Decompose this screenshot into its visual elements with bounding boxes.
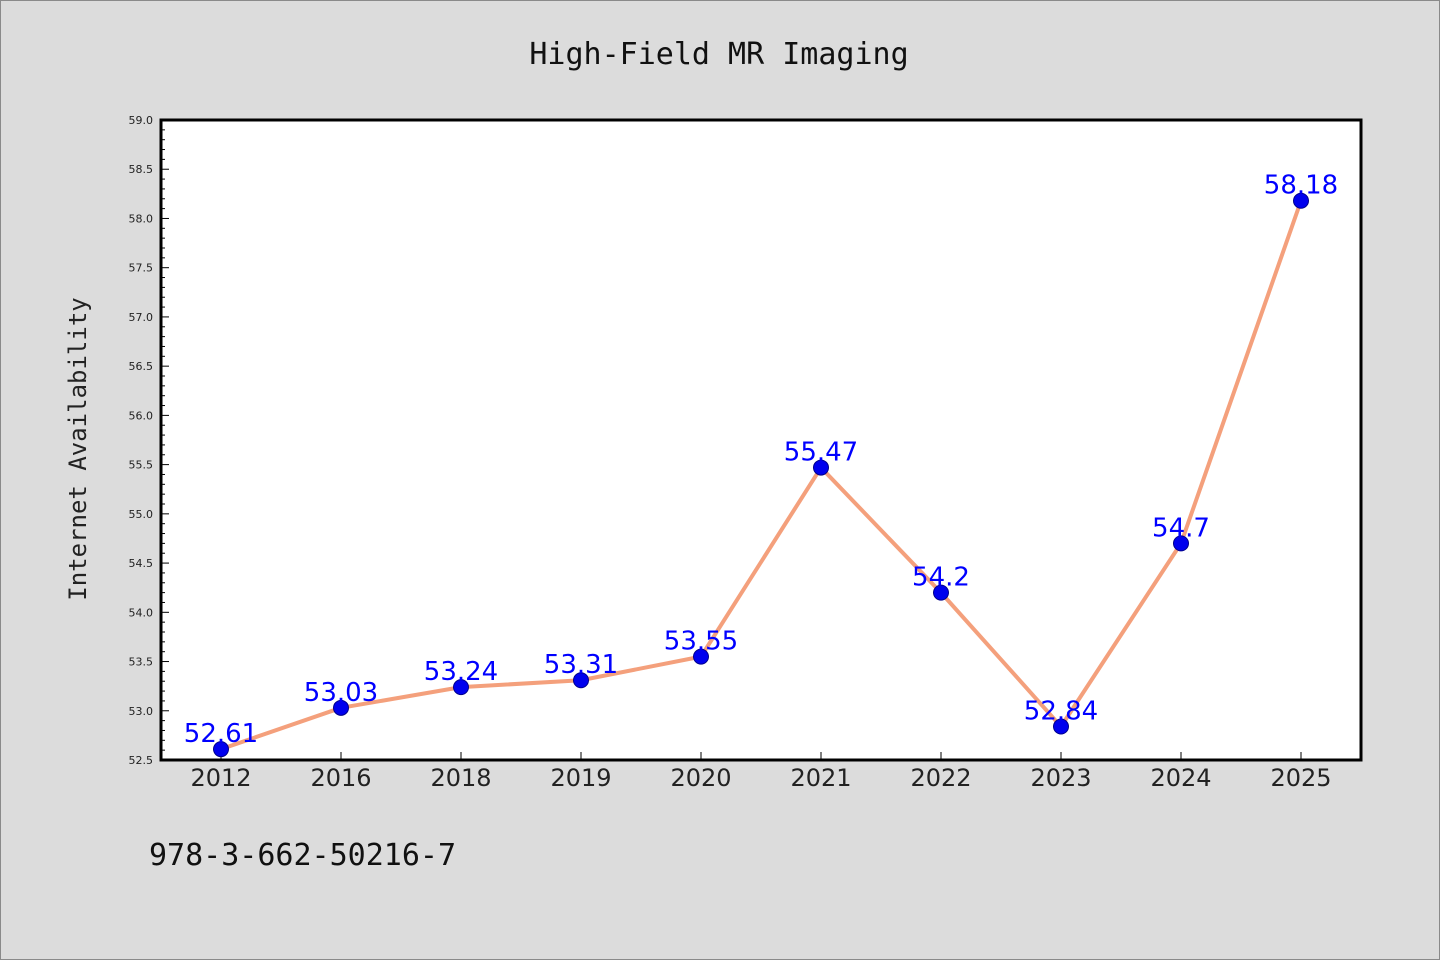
data-label: 54.2: [912, 563, 970, 593]
data-point: [1053, 718, 1069, 735]
data-label: 53.31: [544, 650, 618, 680]
y-axis-label: Internet Availability: [64, 297, 92, 600]
y-tick-label: 55.0: [129, 508, 154, 521]
y-tick-label: 54.0: [129, 606, 154, 619]
x-tick-label: 2012: [190, 764, 251, 792]
data-point: [933, 584, 949, 601]
y-tick-label: 52.5: [129, 754, 154, 767]
data-label: 54.7: [1152, 513, 1210, 543]
y-tick-label: 53.0: [129, 705, 154, 718]
y-tick-label: 56.5: [129, 360, 154, 373]
y-tick-label: 56.0: [129, 409, 154, 422]
data-label: 55.47: [784, 438, 858, 468]
chart-title: High-Field MR Imaging: [529, 37, 908, 72]
data-label: 52.61: [184, 719, 258, 749]
data-point: [1293, 192, 1309, 209]
data-label: 52.84: [1024, 697, 1098, 727]
data-label: 53.03: [304, 678, 378, 708]
series-line-group: [219, 198, 1303, 752]
y-tick-label: 58.0: [129, 212, 154, 225]
y-tick-label: 55.5: [129, 459, 154, 472]
y-tick-label: 57.0: [129, 311, 154, 324]
x-tick-label: 2016: [310, 764, 371, 792]
y-tick-label: 58.5: [129, 163, 154, 176]
x-tick-label: 2019: [550, 764, 611, 792]
x-axis: 2012 2016 2018 2019 2020 2021 2022 2023 2024 2025: [190, 752, 1332, 792]
data-point: [213, 741, 229, 758]
y-axis: 52.5 53.0 53.5 54.0 54.5 55.0 55.5 56.0 56.5 57.0…: [129, 114, 169, 767]
x-tick-label: 2021: [790, 764, 851, 792]
y-tick-label: 54.5: [129, 557, 154, 570]
data-label: 53.55: [664, 627, 738, 657]
data-point: [573, 672, 589, 689]
data-point: [333, 699, 349, 716]
data-point: [453, 679, 469, 696]
y-tick-label: 53.5: [129, 656, 154, 669]
x-tick-label: 2018: [430, 764, 491, 792]
data-labels: 52.61 53.03 53.24 53.31 53.55 55.47 54.2 52.84 5…: [184, 171, 1338, 749]
y-tick-label: 57.5: [129, 262, 154, 275]
data-point: [813, 459, 829, 476]
data-label: 58.18: [1264, 171, 1338, 201]
x-tick-label: 2024: [1150, 764, 1211, 792]
series-line: [219, 198, 1303, 752]
x-tick-label: 2020: [670, 764, 731, 792]
x-tick-label: 2022: [910, 764, 971, 792]
x-tick-label: 2023: [1030, 764, 1091, 792]
data-point: [1173, 535, 1189, 552]
plot-area: [159, 118, 1363, 762]
footer-isbn: 978-3-662-50216-7: [149, 838, 456, 873]
data-point: [693, 648, 709, 665]
y-tick-label: 59.0: [129, 114, 154, 127]
series-markers: [213, 192, 1309, 758]
x-tick-label: 2025: [1270, 764, 1331, 792]
data-label: 53.24: [424, 657, 498, 687]
